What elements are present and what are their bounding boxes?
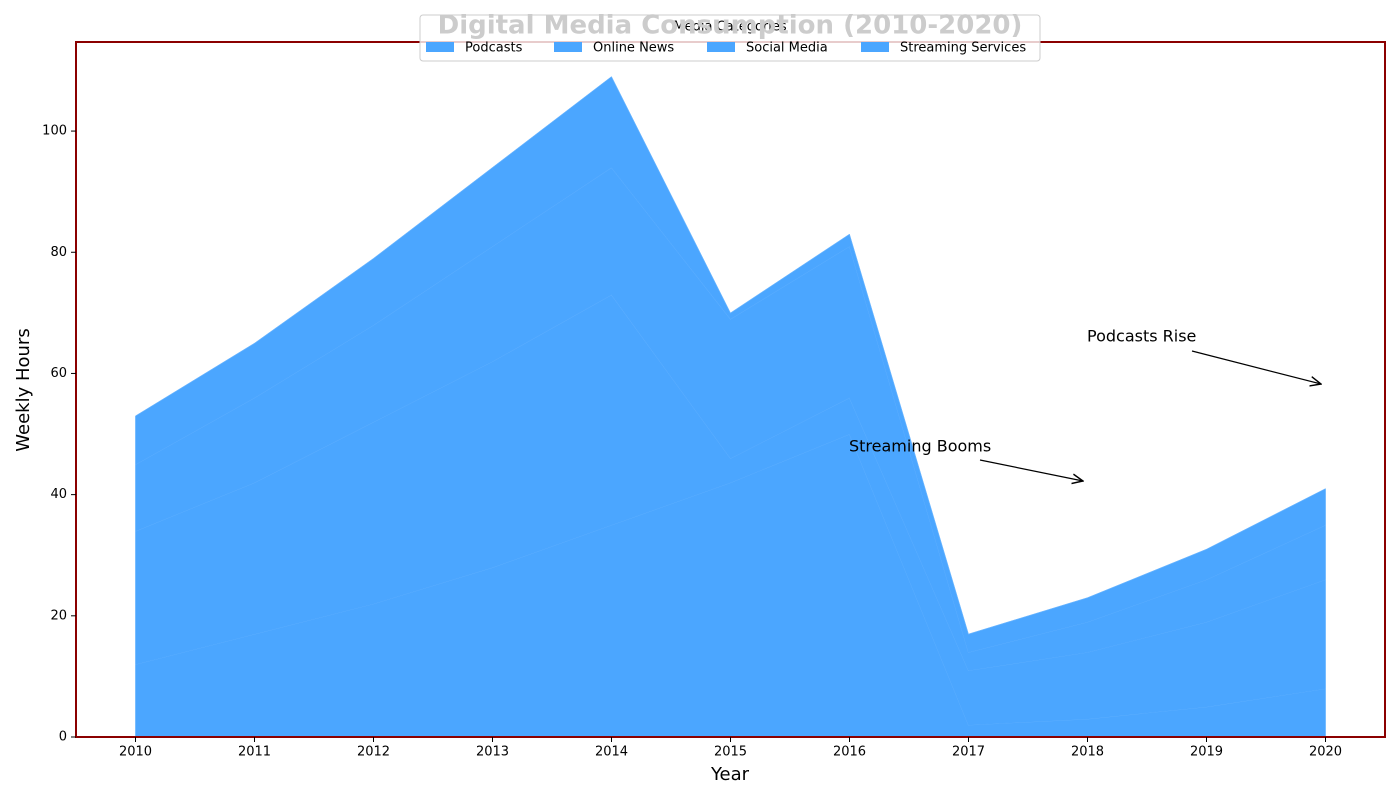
x-tick-label: 2019 [1190,745,1223,760]
x-tick-label: 2016 [833,745,866,760]
annotation-arrow [979,459,1083,481]
legend-label: Social Media [746,41,828,56]
y-tick-label: 20 [50,608,67,623]
legend-label: Podcasts [465,41,523,56]
y-tick-label: 60 [50,366,67,381]
legend-swatch [554,42,582,52]
annotation-arrow [1191,350,1321,384]
annotation: Streaming Booms [849,437,991,456]
y-tick-label: 40 [50,487,67,502]
legend-swatch [707,42,735,52]
legend: Media Categories Podcasts Online News Socia… [419,14,1041,62]
area-edge [135,75,1326,635]
x-tick-label: 2015 [714,745,747,760]
legend-label: Online News [593,41,674,56]
legend-swatch [861,42,889,52]
x-tick-label: 2014 [595,745,628,760]
legend-label: Streaming Services [900,41,1026,56]
x-axis-label: Year [710,764,750,785]
y-axis-label: Weekly Hours [13,328,34,451]
x-tick-label: 2011 [238,745,271,760]
area [135,76,1326,653]
legend-title: Media Categories [673,20,786,35]
chart-title: Digital Media Consumption (2010-2020) [438,11,1023,41]
y-tick-label: 80 [50,245,67,260]
x-tick-label: 2012 [357,745,390,760]
y-tick-label: 100 [42,124,67,139]
x-tick-label: 2010 [119,745,152,760]
x-tick-label: 2013 [476,745,509,760]
x-tick-label: 2018 [1071,745,1104,760]
x-tick-label: 2020 [1309,745,1342,760]
legend-swatch [426,42,454,52]
annotation: Podcasts Rise [1087,327,1196,346]
x-tick-label: 2017 [952,745,985,760]
y-tick-label: 0 [59,730,67,745]
